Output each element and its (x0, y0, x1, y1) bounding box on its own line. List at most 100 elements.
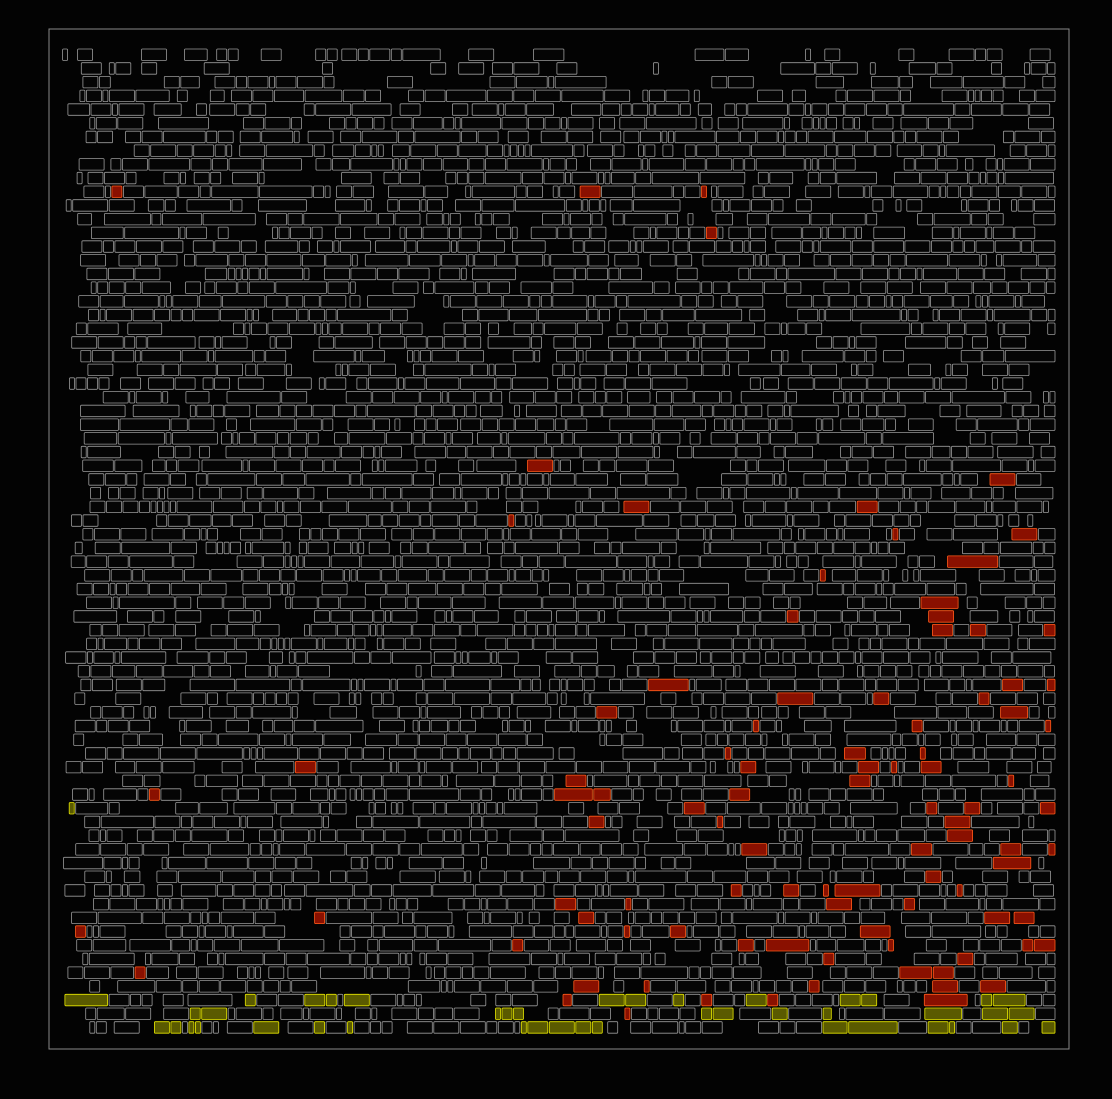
cell (1043, 391, 1049, 404)
highlighted-cell-yellow (625, 993, 647, 1007)
cell (235, 637, 260, 650)
cell (180, 733, 202, 746)
cell (575, 500, 582, 514)
cell (638, 665, 660, 678)
cell (456, 171, 468, 185)
cell (135, 240, 162, 253)
cell (141, 62, 158, 75)
cell (325, 1021, 347, 1034)
highlighted-cell-red (826, 898, 852, 911)
cell (315, 898, 337, 911)
cell (725, 678, 747, 692)
cell (498, 596, 542, 609)
cell (499, 706, 510, 719)
cell (199, 486, 221, 500)
cell (622, 541, 661, 555)
cell (1015, 486, 1054, 500)
cell (537, 624, 548, 637)
cell (522, 171, 543, 185)
cell (74, 719, 96, 733)
cell (788, 788, 795, 801)
cell (870, 473, 886, 486)
cell (612, 212, 624, 226)
cell (888, 267, 900, 281)
cell (771, 226, 802, 240)
cell (163, 171, 180, 185)
cell (155, 980, 182, 993)
cell (603, 377, 625, 390)
cell (861, 555, 897, 568)
cell (446, 89, 487, 102)
cell (1046, 980, 1056, 993)
cell (1008, 363, 1030, 377)
cell (210, 665, 232, 678)
cell (980, 171, 986, 185)
cell (400, 541, 412, 555)
cell (599, 610, 605, 623)
cell (1047, 62, 1056, 75)
highlighted-cell-red (899, 966, 933, 979)
cell (514, 1021, 521, 1034)
cell (216, 48, 228, 61)
cell (811, 911, 817, 924)
cell (619, 802, 640, 815)
cell (125, 171, 137, 185)
cell (212, 1021, 219, 1034)
cell (684, 993, 701, 1007)
cell (399, 952, 406, 966)
cell (199, 185, 211, 198)
cell (538, 555, 565, 568)
cell (476, 295, 503, 308)
cell (632, 898, 648, 911)
cell (1031, 569, 1037, 582)
cell (1006, 761, 1033, 774)
cell (171, 939, 191, 952)
cell (460, 624, 477, 637)
cell (433, 624, 460, 637)
cell (221, 870, 255, 883)
highlighted-cell-yellow (253, 1021, 280, 1034)
cell (927, 500, 956, 514)
highlighted-cell-red (823, 884, 829, 897)
cell (979, 719, 1001, 733)
cell (93, 651, 114, 664)
cell (240, 528, 262, 541)
highlighted-cell-yellow (194, 1021, 201, 1034)
cell (892, 884, 919, 897)
cell (560, 678, 567, 692)
cell (806, 952, 823, 966)
cell (957, 267, 984, 281)
cell (968, 171, 980, 185)
cell (606, 363, 627, 377)
cell (870, 747, 882, 760)
cell (412, 719, 419, 733)
cell (836, 939, 865, 952)
cell (471, 103, 498, 116)
highlighted-cell-red (1045, 719, 1052, 733)
cell (737, 432, 758, 445)
cell (791, 89, 806, 102)
cell (269, 76, 275, 89)
cell (441, 747, 458, 760)
cell (72, 788, 88, 801)
cell (971, 212, 988, 226)
cell (1029, 418, 1056, 431)
cell (679, 1007, 696, 1020)
cell (839, 486, 877, 500)
cell (204, 267, 228, 281)
cell (1017, 665, 1044, 678)
cell (312, 404, 334, 418)
cell (703, 610, 710, 623)
cell (816, 336, 832, 349)
cell (811, 103, 828, 116)
cell (922, 322, 949, 335)
cell (481, 418, 499, 431)
cell (197, 939, 214, 952)
cell (79, 89, 86, 102)
cell (194, 774, 206, 787)
cell (526, 473, 543, 486)
cell (677, 774, 704, 787)
cell (557, 952, 564, 966)
cell (382, 692, 394, 705)
cell (276, 692, 288, 705)
